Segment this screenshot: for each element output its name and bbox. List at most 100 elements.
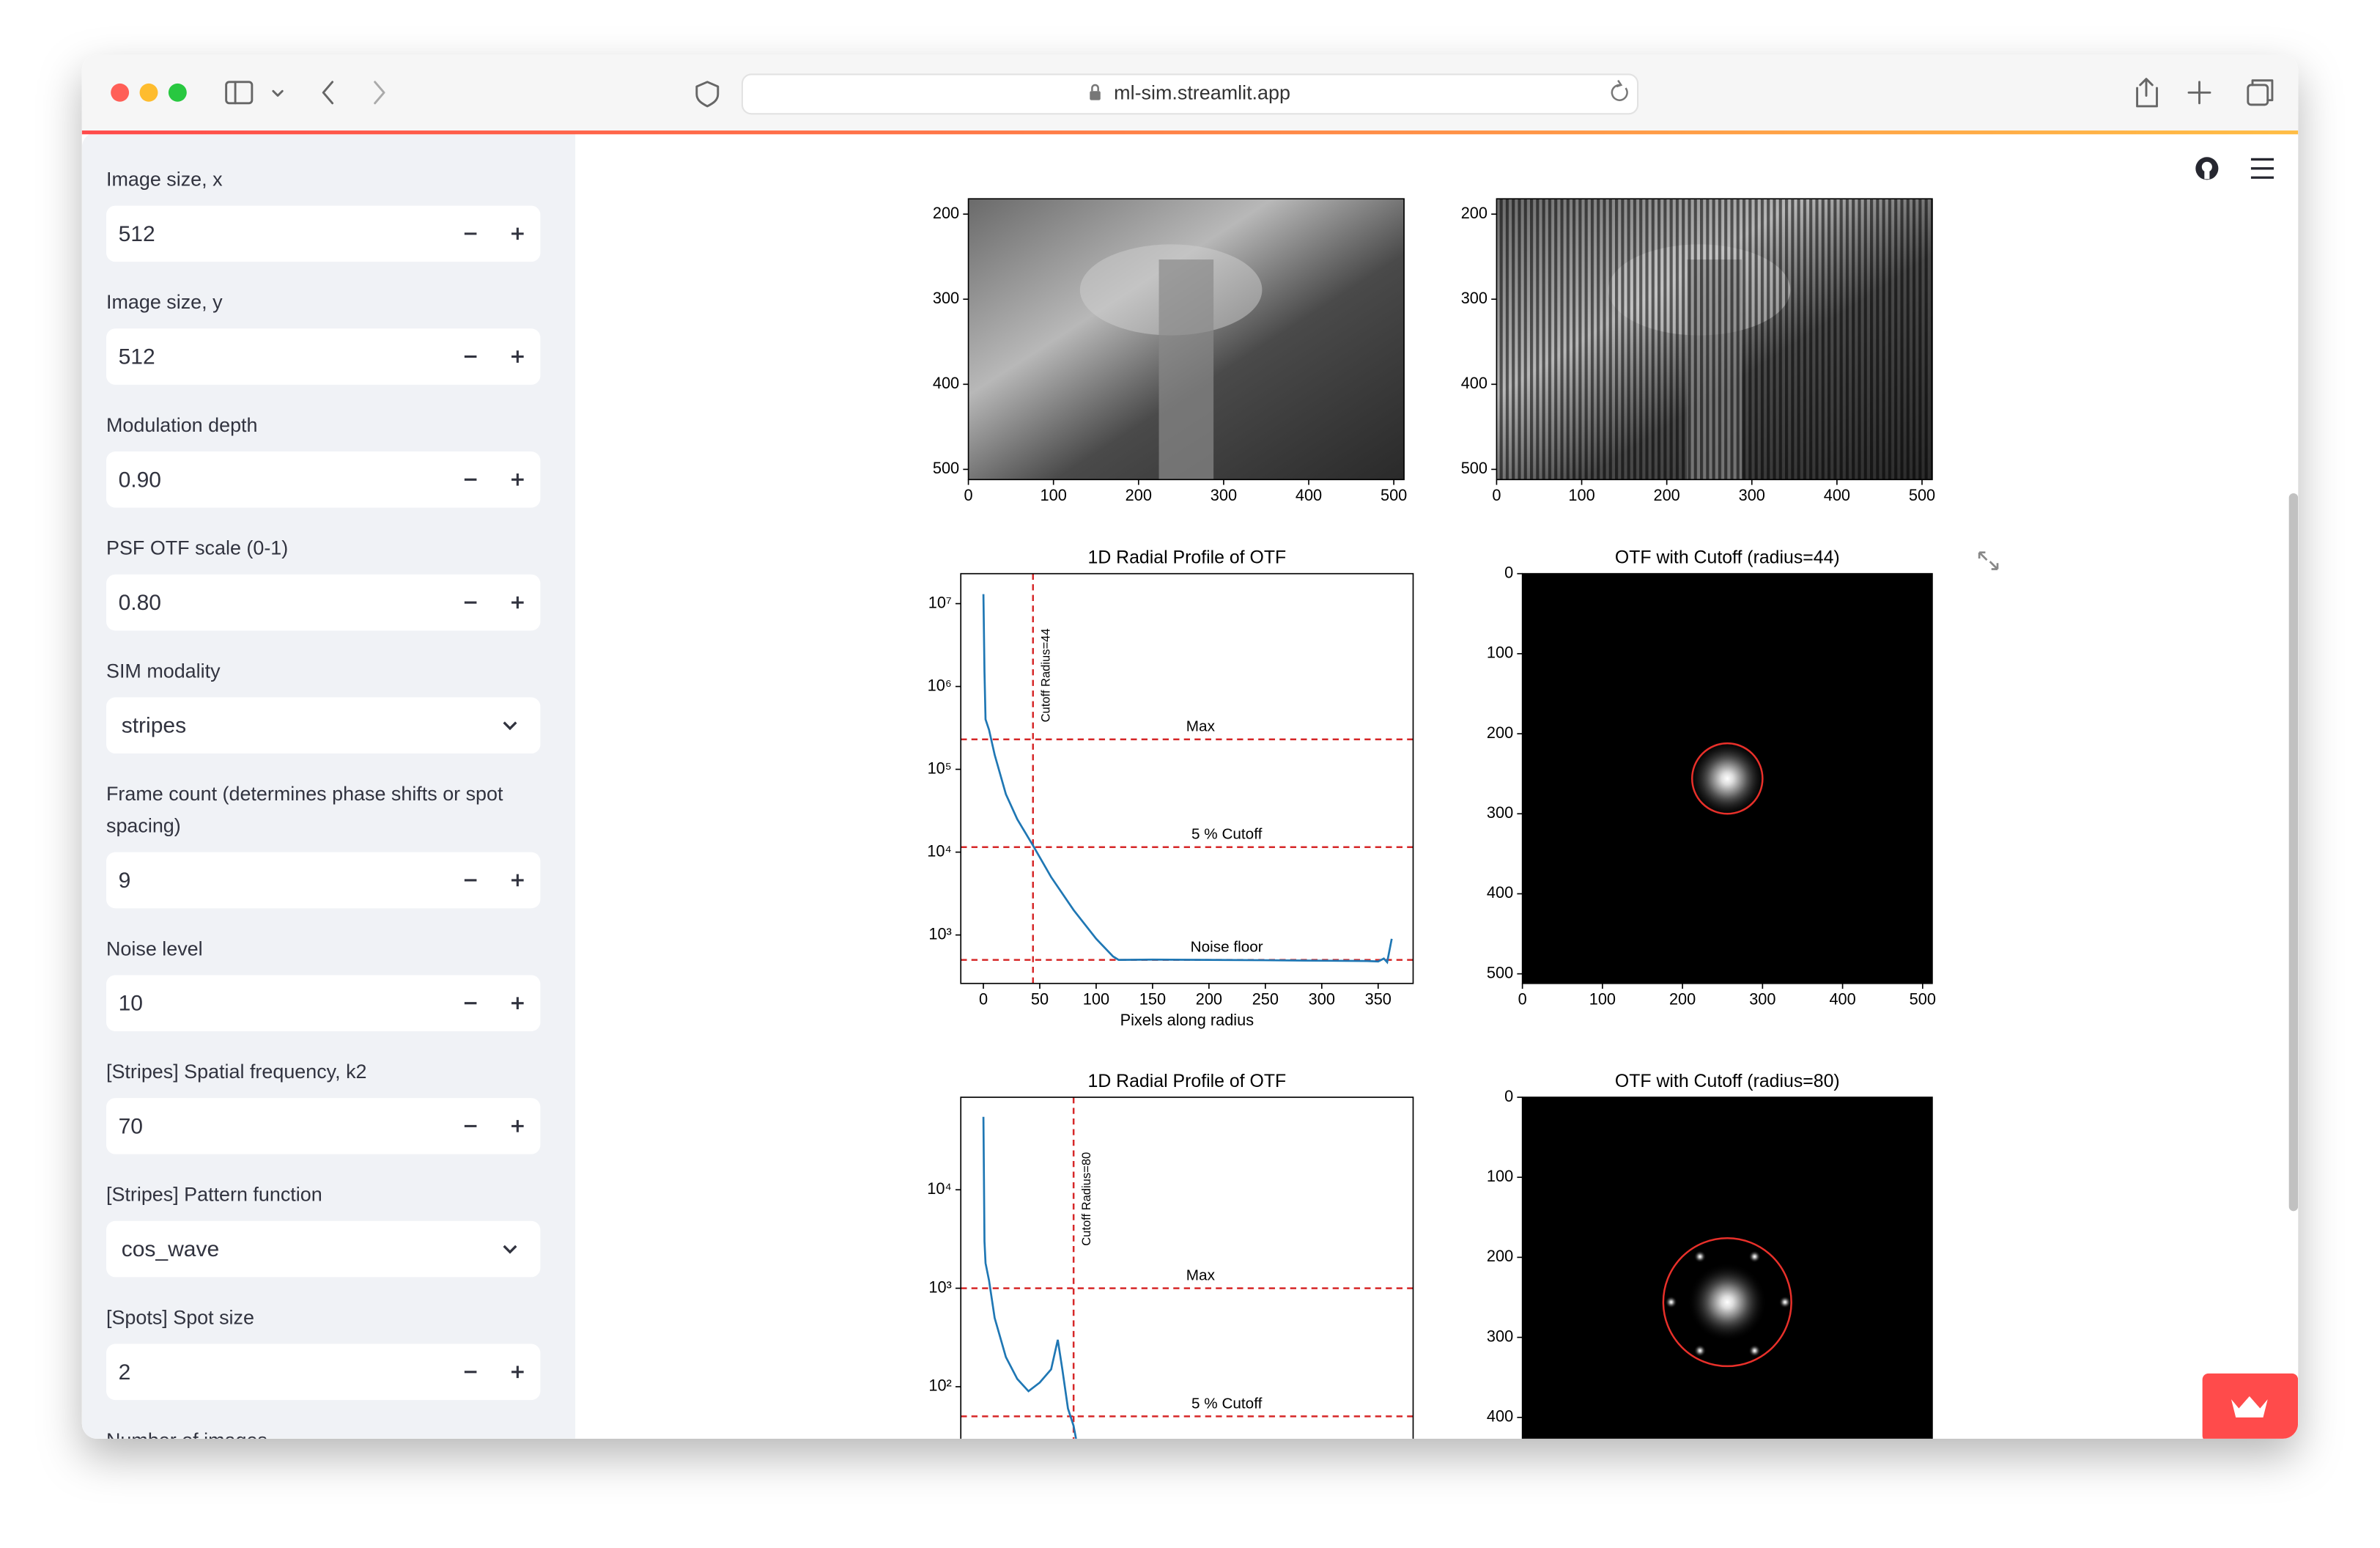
field-value: stripes	[122, 714, 186, 738]
fullscreen-button[interactable]	[1978, 551, 1999, 570]
axes-frame	[960, 572, 1414, 984]
back-button[interactable]	[322, 81, 334, 105]
y-tick-label: 300	[1461, 289, 1488, 307]
y-tick-label: 500	[933, 459, 959, 477]
otf-peak	[1748, 1250, 1761, 1263]
tabs-button[interactable]	[2247, 79, 2274, 106]
address-bar[interactable]	[741, 73, 1639, 115]
forward-button[interactable]	[374, 81, 385, 105]
field-value: 0.80	[119, 591, 161, 615]
x-tick-label: 200	[1669, 989, 1696, 1008]
number-input[interactable]	[106, 975, 541, 1031]
field-label: Number of images	[106, 1429, 267, 1451]
level-label: 5 % Cutoff	[1191, 1395, 1263, 1412]
y-tick-label: 10⁷	[928, 593, 952, 611]
select-box[interactable]	[106, 1220, 541, 1278]
increment-button[interactable]	[511, 596, 524, 609]
profile-line	[982, 594, 1393, 965]
plot-area	[968, 199, 1405, 480]
increment-button[interactable]	[511, 997, 524, 1009]
axes-bg	[961, 1097, 1413, 1439]
url: ml-sim.streamlit.app	[1114, 81, 1290, 103]
plot-title: 1D Radial Profile of OTF	[1088, 1072, 1287, 1091]
number-input[interactable]	[106, 1098, 541, 1154]
number-input[interactable]	[106, 452, 541, 508]
x-tick-label: 0	[1492, 486, 1501, 504]
increment-button[interactable]	[511, 227, 524, 240]
crown-icon	[2231, 1396, 2268, 1418]
reload-button[interactable]	[1611, 80, 1628, 101]
chevron	[503, 1245, 517, 1254]
close-button[interactable]	[111, 83, 130, 102]
increment-button[interactable]	[511, 1120, 524, 1132]
x-tick-label: 200	[1654, 486, 1680, 504]
x-tick-label: 0	[979, 989, 988, 1008]
share-button[interactable]	[2136, 78, 2158, 108]
new-tab-button[interactable]	[2187, 81, 2211, 105]
minimize-button[interactable]	[139, 83, 158, 102]
y-tick-label: 10⁴	[927, 841, 952, 860]
number-input[interactable]	[106, 574, 541, 631]
github-link[interactable]	[2195, 157, 2219, 180]
y-tick-label: 400	[1461, 374, 1488, 392]
header-line	[81, 130, 2299, 135]
privacy-shield[interactable]	[695, 81, 720, 108]
plot-area	[1522, 573, 1932, 984]
main-menu[interactable]	[2250, 158, 2274, 179]
field-label: Image size, x	[106, 169, 223, 191]
increment-button[interactable]	[511, 350, 524, 363]
cutoff-label: Cutoff Radius=80	[1079, 1152, 1093, 1246]
field-label: [Spots] Spot size	[106, 1306, 254, 1328]
plot-area	[961, 1097, 1413, 1439]
y-tick-label: 200	[1461, 204, 1488, 222]
select-box[interactable]	[106, 697, 541, 754]
axes-frame	[1521, 1096, 1933, 1439]
y-tick-label: 10³	[928, 924, 951, 943]
increment-button[interactable]	[511, 874, 524, 887]
field-value: 512	[119, 222, 155, 246]
y-tick-label: 500	[1461, 459, 1488, 477]
x-tick-label: 50	[1031, 989, 1049, 1008]
y-tick-label: 400	[1487, 1407, 1513, 1426]
axes-frame	[1521, 572, 1933, 984]
y-tick-label: 10⁶	[928, 676, 952, 694]
y-tick-label: 500	[1487, 963, 1513, 981]
x-tick-label: 100	[1568, 486, 1594, 504]
axes-bg	[961, 573, 1413, 984]
x-tick-label: 500	[1381, 486, 1407, 504]
otf-glow	[1688, 1262, 1767, 1342]
otf-peak	[1748, 1344, 1761, 1357]
x-tick-label: 300	[1739, 486, 1765, 504]
y-tick-label: 400	[1487, 883, 1513, 902]
increment-button[interactable]	[511, 1365, 524, 1379]
x-tick-label: 400	[1829, 989, 1855, 1008]
number-input[interactable]	[106, 1344, 541, 1401]
number-input[interactable]	[106, 328, 541, 385]
plot-title: OTF with Cutoff (radius=80)	[1615, 1072, 1840, 1091]
cutoff-circle	[1690, 742, 1764, 815]
plot: 0 100 200 300 400 500 200 300 400 500	[933, 198, 1407, 504]
plot: OTF with Cutoff (radius=44) 0 100 200 300 400…	[1487, 548, 1936, 1009]
y-tick-label: 0	[1504, 1087, 1513, 1105]
plot-area	[1496, 199, 1932, 480]
x-tick-label: 400	[1824, 486, 1850, 504]
lock-icon	[1090, 84, 1101, 100]
x-tick-label: 100	[1589, 989, 1616, 1008]
number-input[interactable]	[106, 205, 541, 262]
y-tick-label: 300	[1487, 1327, 1513, 1345]
otf-peak	[1693, 1344, 1707, 1357]
number-input[interactable]	[106, 852, 541, 909]
increment-button[interactable]	[511, 473, 524, 486]
y-tick-label: 0	[1504, 563, 1513, 581]
zoom-button[interactable]	[168, 83, 187, 102]
axes-frame	[960, 1096, 1414, 1439]
y-tick-label: 100	[1487, 644, 1513, 662]
level-label: Max	[1186, 1267, 1216, 1284]
sidebar-toggle[interactable]	[225, 81, 284, 105]
field-label: Frame count (determines phase shifts or …	[106, 783, 503, 805]
x-tick-label: 250	[1252, 989, 1279, 1008]
field-label: PSF OTF scale (0-1)	[106, 537, 288, 559]
cutoff-label: Cutoff Radius=44	[1039, 628, 1053, 722]
